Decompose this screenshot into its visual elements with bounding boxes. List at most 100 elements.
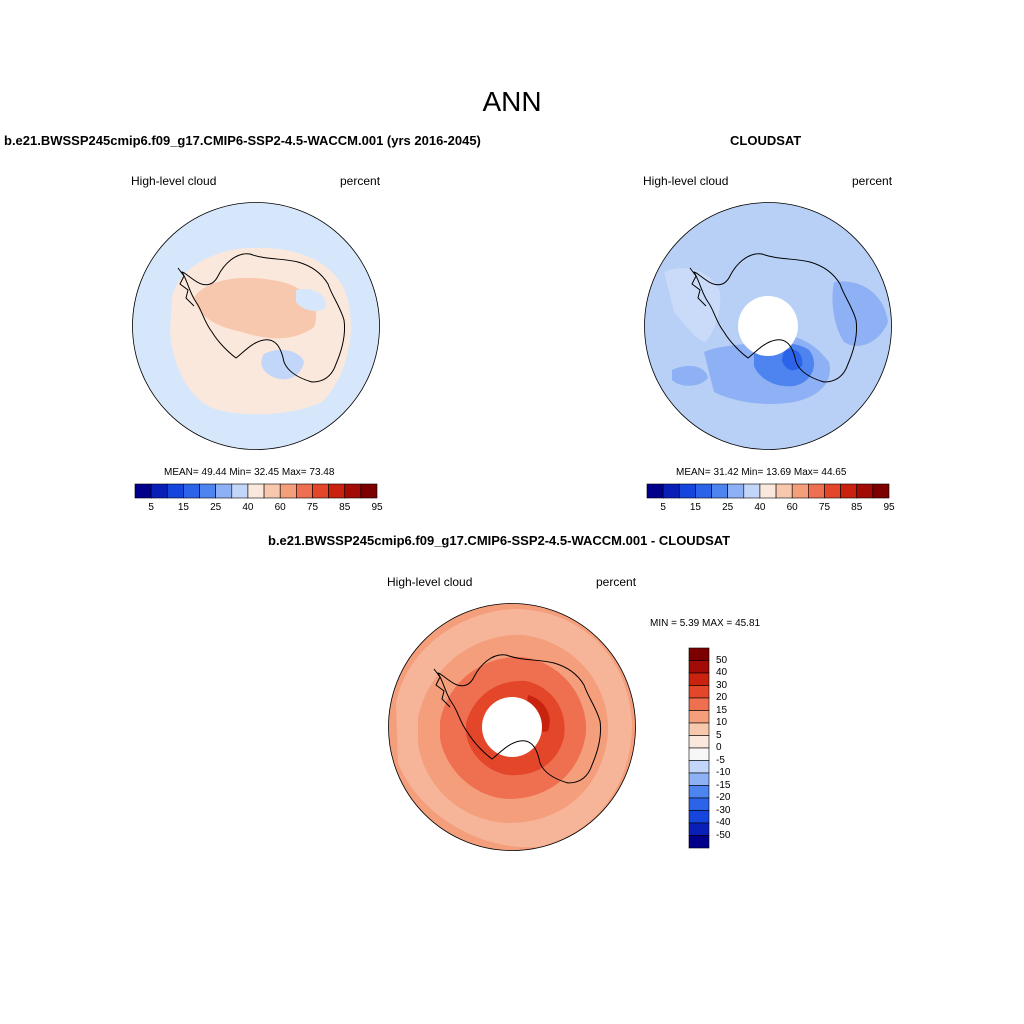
colorbar-swatch xyxy=(791,483,809,499)
colorbar-tick-label: 25 xyxy=(722,502,734,513)
colorbar-swatch xyxy=(199,483,216,499)
colorbar-tick-label: -5 xyxy=(716,754,725,766)
model-min-value: 32.45 xyxy=(254,467,280,478)
colorbar-swatch xyxy=(688,772,710,786)
diff-variable-label: High-level cloud xyxy=(387,575,473,589)
diff-polar-map xyxy=(388,603,636,851)
colorbar-tick-label: 20 xyxy=(716,692,728,703)
colorbar-tick-label: 40 xyxy=(754,502,766,513)
colorbar-tick-label: 5 xyxy=(148,502,154,513)
model-cloud-region-low2 xyxy=(296,288,327,311)
antarctic-peninsula xyxy=(433,668,451,708)
colorbar-swatch xyxy=(183,483,200,499)
colorbar-swatch xyxy=(711,483,728,499)
colorbar-tick-label: 5 xyxy=(660,502,666,513)
antarctica-coastline xyxy=(437,654,601,784)
model-polar-map xyxy=(132,202,380,450)
colorbar-swatch xyxy=(688,810,710,824)
colorbar-swatch xyxy=(344,483,362,499)
model-max-label: Max= xyxy=(281,467,307,478)
colorbar-tick-label: 15 xyxy=(177,502,189,513)
colorbar-swatch xyxy=(263,483,281,499)
colorbar-swatch xyxy=(688,797,710,811)
colorbar-swatch xyxy=(150,483,168,499)
obs-polar-map xyxy=(644,202,892,450)
colorbar-swatch xyxy=(688,760,710,774)
obs-mean-label: MEAN= xyxy=(676,467,711,478)
model-units-label: percent xyxy=(340,174,381,188)
model-cloud-region-mid xyxy=(194,277,317,339)
colorbar-tick-label: 40 xyxy=(242,502,254,513)
colorbar-swatch xyxy=(759,483,777,499)
antarctic-peninsula xyxy=(177,267,195,307)
colorbar-swatch xyxy=(328,483,346,499)
colorbar-tick-label: 85 xyxy=(851,502,863,513)
colorbar-swatch xyxy=(360,483,378,499)
colorbar-tick-label: -20 xyxy=(716,792,731,803)
colorbar-swatch xyxy=(688,835,710,849)
colorbar-swatch xyxy=(727,483,745,499)
obs-min-value: 13.69 xyxy=(766,467,792,478)
colorbar-swatch xyxy=(134,483,152,499)
model-mean-value: 49.44 xyxy=(201,467,227,478)
colorbar-tick-label: 5 xyxy=(716,729,722,741)
colorbar-tick-label: 10 xyxy=(716,717,728,728)
obs-max-label: Max= xyxy=(793,467,819,478)
model-cloud-region-low xyxy=(261,349,304,380)
diff-colorbar xyxy=(688,647,710,849)
model-stats: MEAN= 49.44 Min= 32.45 Max= 73.48 xyxy=(164,467,334,478)
colorbar-swatch xyxy=(688,710,710,724)
obs-stats: MEAN= 31.42 Min= 13.69 Max= 44.65 xyxy=(676,467,846,478)
obs-panel-title: CLOUDSAT xyxy=(730,133,802,148)
colorbar-tick-label: 25 xyxy=(210,502,222,513)
diff-min-label: MIN = xyxy=(650,618,677,629)
obs-max-value: 44.65 xyxy=(821,467,847,478)
model-max-value: 73.48 xyxy=(309,467,335,478)
model-variable-label: High-level cloud xyxy=(131,174,217,188)
colorbar-tick-label: -50 xyxy=(716,829,731,841)
obs-cloud-region-west xyxy=(672,365,708,386)
colorbar-swatch xyxy=(824,483,841,499)
obs-colorbar xyxy=(646,483,890,499)
colorbar-swatch xyxy=(688,647,710,661)
model-panel-title: b.e21.BWSSP245cmip6.f09_g17.CMIP6-SSP2-4… xyxy=(4,133,481,148)
model-colorbar xyxy=(134,483,378,499)
colorbar-tick-label: 60 xyxy=(274,502,286,513)
obs-min-label: Min= xyxy=(741,467,764,478)
colorbar-tick-label: 0 xyxy=(716,742,722,753)
colorbar-tick-label: 60 xyxy=(786,502,798,513)
colorbar-tick-label: 85 xyxy=(339,502,351,513)
obs-cloud-region-light xyxy=(664,268,721,342)
colorbar-swatch xyxy=(688,685,710,699)
colorbar-tick-label: 15 xyxy=(716,704,728,716)
colorbar-tick-label: 95 xyxy=(371,502,383,513)
colorbar-tick-label: -40 xyxy=(716,817,731,828)
colorbar-swatch xyxy=(743,483,761,499)
colorbar-tick-label: 95 xyxy=(883,502,895,513)
colorbar-swatch xyxy=(678,483,696,499)
colorbar-swatch xyxy=(296,483,313,499)
colorbar-swatch xyxy=(840,483,858,499)
diff-stats: MIN = 5.39 MAX = 45.81 xyxy=(650,618,760,629)
colorbar-swatch xyxy=(166,483,184,499)
colorbar-swatch xyxy=(856,483,874,499)
obs-missing-data-hole xyxy=(738,296,798,356)
colorbar-swatch xyxy=(215,483,233,499)
colorbar-swatch xyxy=(231,483,249,499)
colorbar-tick-label: -30 xyxy=(716,804,731,816)
colorbar-tick-label: -15 xyxy=(716,779,731,791)
colorbar-tick-label: -10 xyxy=(716,767,731,778)
diff-min-value: 5.39 xyxy=(679,618,700,629)
colorbar-swatch xyxy=(688,672,710,686)
colorbar-swatch xyxy=(247,483,265,499)
colorbar-swatch xyxy=(688,785,710,799)
antarctica-coastline xyxy=(181,253,345,383)
colorbar-swatch xyxy=(808,483,825,499)
colorbar-tick-label: 75 xyxy=(818,502,831,513)
obs-mean-value: 31.42 xyxy=(713,467,739,478)
diff-panel-title: b.e21.BWSSP245cmip6.f09_g17.CMIP6-SSP2-4… xyxy=(268,533,731,548)
colorbar-tick-label: 50 xyxy=(716,654,728,666)
colorbar-swatch xyxy=(646,483,664,499)
colorbar-tick-label: 40 xyxy=(716,667,728,678)
diff-max-value: 45.81 xyxy=(735,618,761,629)
